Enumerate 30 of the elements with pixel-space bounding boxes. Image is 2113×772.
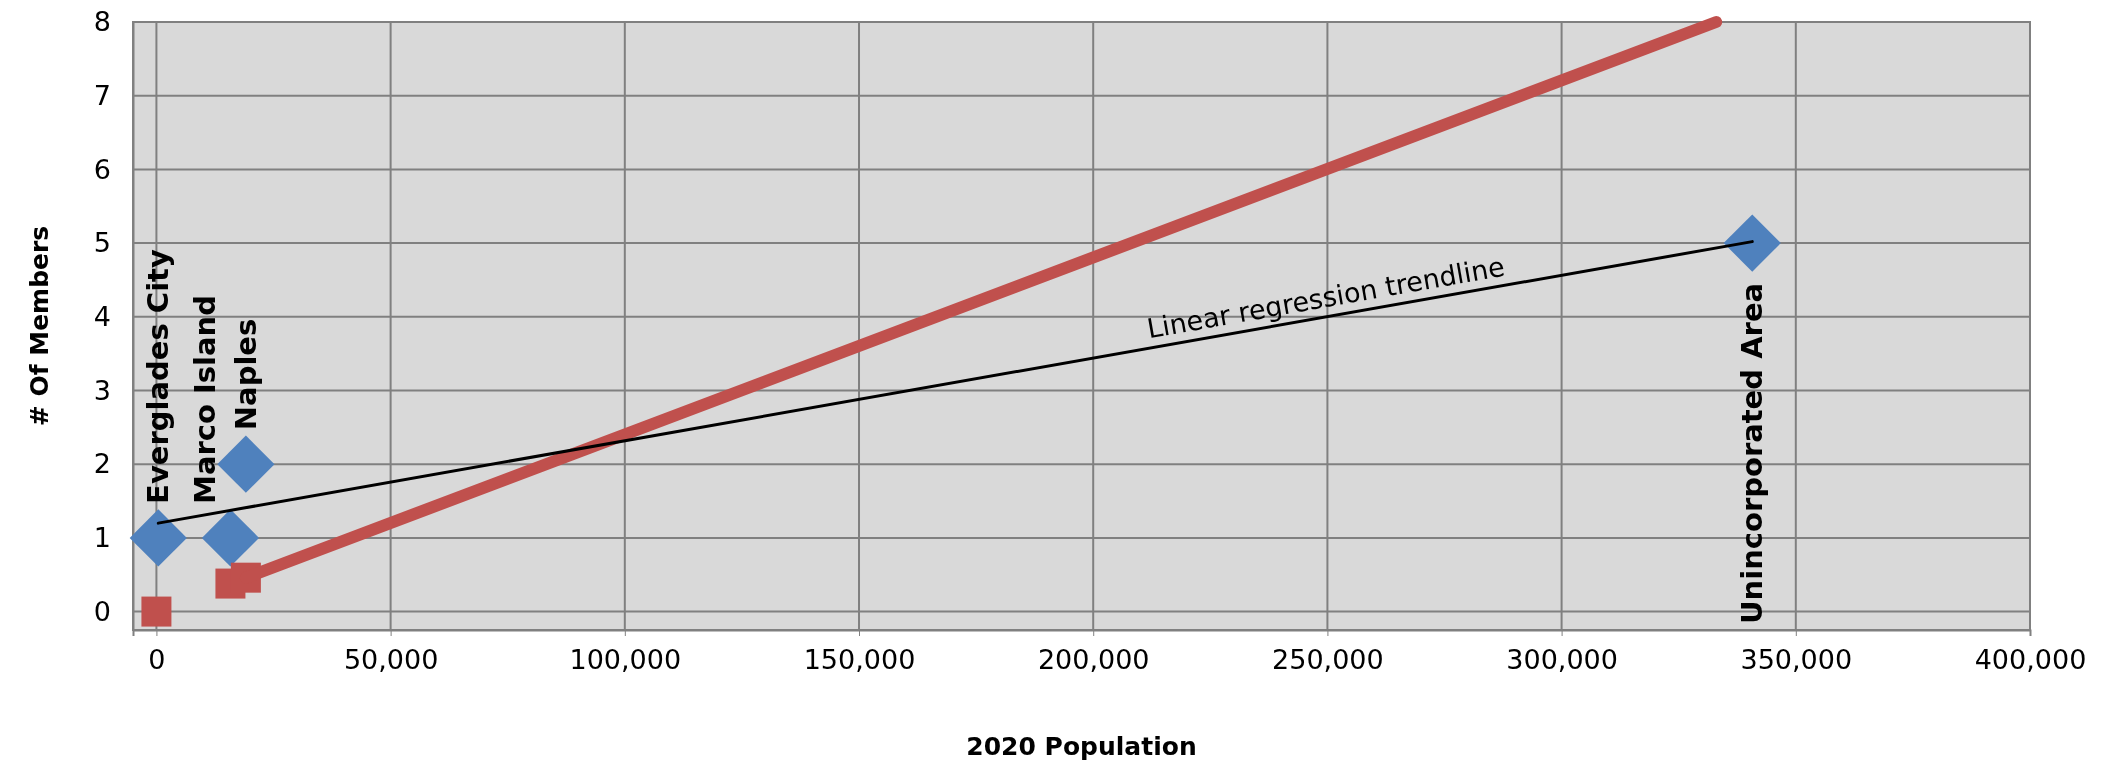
annotation: Linear regression trendline <box>1144 250 1507 345</box>
data-label: Everglades City <box>141 249 176 504</box>
x-axis-title: 2020 Population <box>966 732 1197 761</box>
y-tick-label: 5 <box>93 227 111 259</box>
point <box>201 509 260 567</box>
y-tick-label: 6 <box>93 153 111 185</box>
x-tick-label: 100,000 <box>569 644 682 676</box>
point <box>217 435 275 493</box>
y-tick-label: 3 <box>93 374 111 406</box>
x-tick-label: 0 <box>148 644 166 676</box>
data-label: Naples <box>228 318 263 431</box>
y-tick-label: 8 <box>93 6 111 38</box>
point <box>129 509 187 567</box>
y-tick-label: 1 <box>93 522 111 554</box>
data-label: Marco Island <box>188 294 223 504</box>
y-tick-label: 2 <box>93 448 111 480</box>
x-tick-label: 250,000 <box>1272 644 1384 676</box>
x-tick-label: 400,000 <box>1974 644 2087 676</box>
y-tick-label: 4 <box>93 300 111 332</box>
y-tick-label: 7 <box>93 79 111 111</box>
y-axis-title: # Of Members <box>25 225 54 427</box>
x-tick-label: 300,000 <box>1506 644 1618 676</box>
x-tick-label: 350,000 <box>1740 644 1853 676</box>
x-tick-label: 150,000 <box>803 644 916 676</box>
x-tick-label: 50,000 <box>343 644 439 676</box>
data-label: Unincorporated Area <box>1735 282 1770 624</box>
x-tick-label: 200,000 <box>1037 644 1150 676</box>
y-tick-label: 0 <box>93 595 111 627</box>
point <box>141 596 172 627</box>
point <box>1723 214 1781 272</box>
